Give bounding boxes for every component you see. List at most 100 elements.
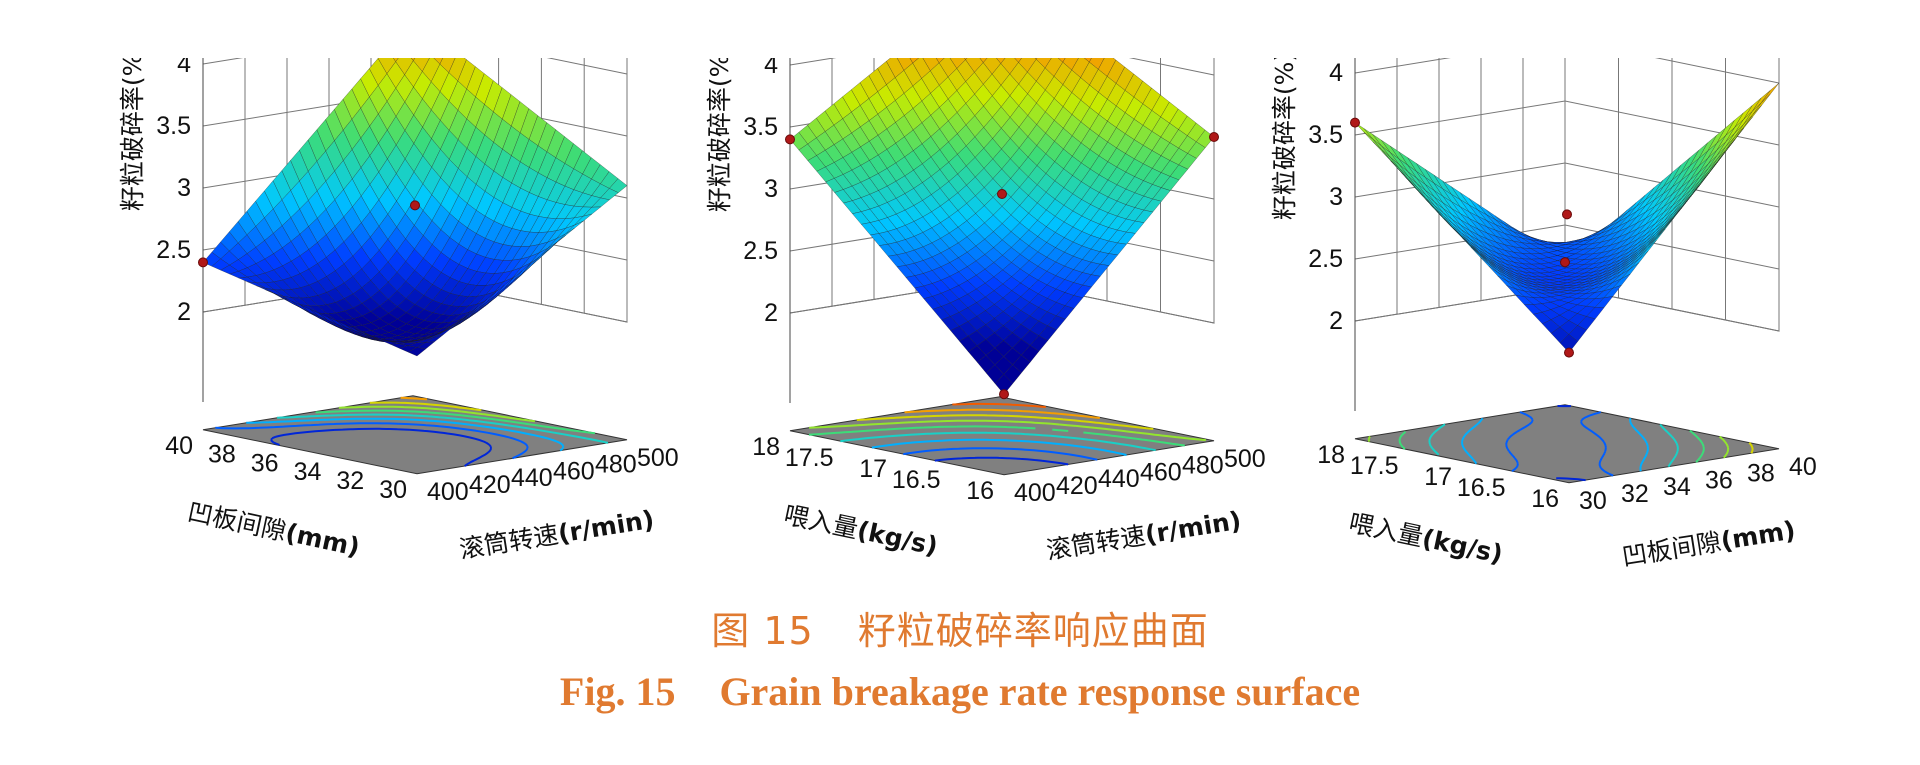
z-tick-label: 2 [1329, 307, 1343, 335]
tick-labels: 22.533.544.54004204404604805003032343638… [156, 58, 678, 506]
figure-caption-en: Fig. 15 Grain breakage rate response surf… [0, 668, 1920, 715]
x-tick-label: 400 [427, 478, 469, 506]
surface-cell [1559, 333, 1579, 353]
tick-labels: 22.533.544.54004204404604805001616.51717… [743, 58, 1265, 507]
y-tick-label: 16.5 [892, 466, 941, 494]
x-tick-label: 400 [1014, 479, 1056, 507]
contour-line [1461, 417, 1649, 472]
design-point-marker [999, 389, 1009, 400]
x-tick-label: 440 [511, 464, 553, 492]
surface-cell [1014, 58, 1023, 63]
z-tick-label: 3 [764, 175, 778, 203]
x-tick-label: 440 [1098, 465, 1140, 493]
caption-en-label: Fig. 15 [559, 669, 676, 714]
contour-line [809, 419, 1206, 442]
figure-panels: 22.533.544.54004204404604805003032343638… [84, 58, 1874, 582]
contour-line [400, 396, 428, 401]
x-tick-label: 30 [1579, 487, 1607, 515]
x-tick-label: 36 [1705, 466, 1733, 494]
surface-cell [1752, 90, 1771, 112]
chart-panel-1: 22.533.544.54004204404604805003032343638… [118, 58, 679, 564]
z-tick-label: 2.5 [156, 236, 191, 264]
y-tick-label: 32 [336, 467, 364, 495]
design-point-marker [198, 257, 208, 268]
chart-panel-3: 22.533.544.53032343638401616.51717.518籽粒… [1270, 58, 1817, 571]
response-surface [1354, 82, 1780, 353]
y-tick-label: 17 [859, 455, 887, 483]
y-tick-label: 17.5 [1350, 452, 1399, 480]
contour-line [840, 431, 1156, 452]
y-tick-label: 36 [251, 449, 279, 477]
surface-cell [979, 58, 988, 63]
contour-line [270, 427, 493, 467]
x-tick-label: 500 [1224, 445, 1266, 473]
contour-line [315, 409, 596, 435]
contour-line [1556, 405, 1586, 482]
z-tick-label: 3 [177, 174, 191, 202]
contour-line [215, 422, 529, 460]
surface-cell [994, 373, 1014, 395]
response-surface [789, 58, 1215, 395]
response-surface-charts: 22.533.544.54004204404604805003032343638… [118, 58, 1817, 571]
x-axis-label: 滚筒转速(r/min) [457, 505, 656, 564]
surface-cell [1057, 58, 1066, 63]
surface-cell [935, 58, 945, 64]
x-tick-label: 40 [1789, 453, 1817, 481]
design-point-marker [1560, 257, 1570, 268]
design-point-marker [997, 189, 1007, 199]
figure-caption-zh: 图 15 籽粒破碎率响应曲面 [0, 600, 1920, 655]
contour-line [934, 456, 1069, 466]
chart-panel-2: 22.533.544.54004204404604805001616.51717… [705, 58, 1266, 565]
y-tick-label: 38 [208, 441, 236, 469]
y-tick-label: 40 [165, 432, 193, 460]
surface-cell [995, 58, 1006, 64]
contour-line [952, 402, 1046, 409]
z-tick-label: 4 [1329, 59, 1343, 87]
design-point-marker [1350, 117, 1360, 128]
z-tick-label: 4 [764, 58, 778, 79]
z-tick-label: 2.5 [1308, 245, 1343, 273]
z-tick-label: 3.5 [1308, 121, 1343, 149]
z-tick-label: 3.5 [156, 112, 191, 140]
floor-contours [808, 402, 1206, 466]
y-axis-label: 喂入量(kg/s) [1346, 508, 1505, 569]
y-tick-label: 18 [1317, 441, 1345, 469]
surface-cell [407, 347, 427, 357]
design-points [785, 132, 1219, 400]
design-point-marker [1562, 209, 1572, 220]
z-gridline [789, 58, 1215, 76]
z-tick-label: 2 [177, 298, 191, 326]
x-tick-label: 38 [1747, 460, 1775, 488]
y-tick-label: 30 [379, 476, 407, 504]
x-axis-label: 凹板间隙(mm) [1620, 515, 1797, 571]
contour-line [1398, 429, 1705, 463]
y-tick-label: 17.5 [785, 444, 834, 472]
design-point-marker [410, 200, 420, 211]
surface-cell [392, 58, 399, 63]
z-tick-label: 3 [1329, 183, 1343, 211]
caption-zh-text: 籽粒破碎率响应曲面 [857, 609, 1209, 653]
z-tick-label: 4 [177, 58, 191, 78]
surface-cell [410, 58, 416, 62]
z-gridline [1354, 58, 1780, 84]
contour-line [246, 417, 565, 452]
design-point-marker [785, 134, 795, 145]
y-tick-label: 16 [966, 477, 994, 505]
z-tick-label: 2 [764, 299, 778, 327]
contour-line [808, 425, 1185, 447]
y-tick-label: 18 [752, 433, 780, 461]
floor-contours [215, 396, 609, 467]
caption-zh-label: 图 15 [711, 609, 814, 653]
x-tick-label: 420 [1056, 472, 1098, 500]
design-point-marker [1564, 347, 1574, 358]
y-tick-label: 17 [1424, 463, 1452, 491]
contour-line [856, 414, 1154, 430]
contour-floor [1354, 404, 1780, 484]
contour-line [338, 405, 536, 423]
contour-line [1505, 411, 1614, 477]
design-points [198, 200, 420, 268]
y-tick-label: 16.5 [1457, 474, 1506, 502]
z-gridline [202, 58, 628, 75]
contour-line [871, 438, 1127, 456]
